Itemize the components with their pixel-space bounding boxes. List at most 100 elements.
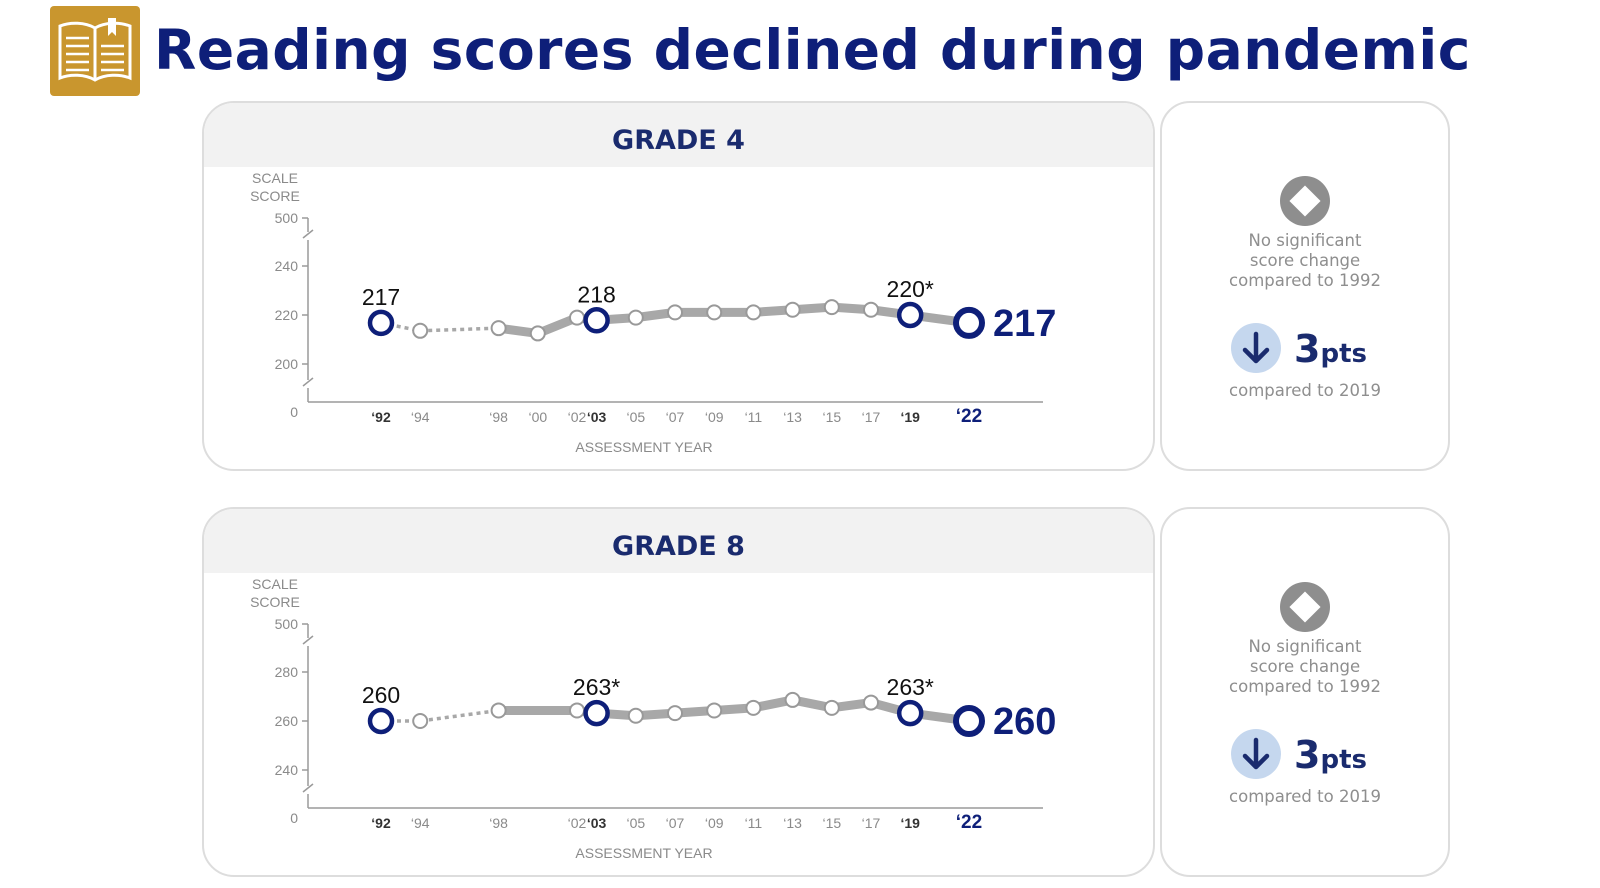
y-tick-label: 500	[275, 210, 299, 226]
data-point	[863, 694, 879, 711]
x-tick-label: ‘05	[626, 409, 645, 425]
highlight-point	[367, 707, 395, 735]
y-tick-label: 280	[275, 664, 299, 680]
data-point	[863, 301, 879, 318]
data-label: 218	[577, 281, 615, 307]
highlight-point	[583, 699, 610, 727]
down-arrow-icon	[1231, 729, 1281, 779]
axis-break-mark	[302, 635, 314, 645]
x-tick-label: ‘11	[745, 409, 763, 425]
diamond-icon	[1280, 176, 1330, 226]
x-tick-label: ‘11	[745, 815, 763, 831]
data-point	[784, 301, 801, 318]
grade-8-chart-panel: GRADE 8 SCALE SCORE 500 280 260 240 0 ‘92 ‘94 ‘98…	[202, 507, 1155, 877]
final-value-label: 260	[993, 701, 1056, 743]
score-change: 3pts	[1294, 733, 1367, 777]
y-tick-label: 0	[290, 404, 298, 420]
data-point	[412, 322, 429, 339]
data-label: 217	[362, 284, 400, 310]
y-axis-title: SCALE	[252, 170, 298, 186]
data-label: 220*	[887, 276, 934, 302]
y-tick-label: 500	[275, 616, 299, 632]
data-point	[706, 702, 723, 719]
data-point	[529, 325, 546, 342]
trend-line-dotted	[380, 321, 499, 333]
change-number: 3	[1294, 733, 1321, 777]
x-tick-label: ‘07	[666, 409, 685, 425]
axis-break-mark	[302, 377, 314, 387]
highlight-point	[953, 705, 985, 737]
data-point	[569, 702, 585, 719]
data-point	[745, 304, 762, 321]
grade-8-line-chart: SCALE SCORE 500 280 260 240 0 ‘92 ‘94 ‘98 ‘02 ‘03 ‘0…	[250, 576, 1056, 861]
y-axis-title: SCORE	[250, 188, 300, 204]
data-point	[627, 309, 644, 326]
data-point	[823, 699, 840, 716]
y-axis-title: SCALE	[252, 576, 298, 592]
x-tick-label: ‘19	[900, 815, 920, 831]
no-change-text: No significant score change compared to …	[1229, 637, 1381, 696]
x-tick-label: ‘92	[371, 409, 391, 425]
data-label: 263*	[573, 674, 620, 700]
data-point	[627, 707, 644, 724]
final-value-label: 217	[993, 303, 1056, 345]
x-tick-label: ‘98	[489, 409, 508, 425]
data-point	[706, 304, 723, 321]
x-tick-label: ‘15	[822, 409, 841, 425]
data-point	[823, 299, 840, 316]
y-tick-label: 0	[290, 810, 298, 826]
x-tick-label: ‘02	[568, 409, 587, 425]
data-point	[490, 702, 507, 719]
x-tick-label: ‘22	[956, 406, 982, 427]
data-point	[569, 309, 585, 326]
axis-break-mark	[302, 229, 314, 239]
x-tick-label: ‘09	[705, 409, 724, 425]
highlight-point	[953, 306, 985, 339]
x-tick-label: ‘03	[587, 409, 607, 425]
data-point	[667, 304, 683, 321]
y-tick-label: 260	[275, 713, 299, 729]
x-tick-label: ‘05	[626, 815, 645, 831]
change-unit: pts	[1320, 339, 1367, 369]
open-book-icon	[50, 6, 140, 96]
grade-4-summary: No significant score change compared to …	[1160, 101, 1450, 471]
grade-4-title: GRADE 4	[612, 125, 745, 156]
change-number: 3	[1294, 327, 1321, 371]
x-tick-label: ‘07	[666, 815, 685, 831]
x-tick-label: ‘13	[783, 815, 802, 831]
y-tick-label: 200	[275, 356, 299, 372]
x-tick-label: ‘15	[822, 815, 841, 831]
data-point	[412, 713, 429, 729]
x-tick-label: ‘19	[900, 409, 920, 425]
x-axis-title: ASSESSMENT YEAR	[575, 439, 712, 455]
x-tick-label: ‘94	[411, 815, 430, 831]
x-tick-label: ‘17	[862, 815, 881, 831]
trend-line-dotted	[381, 708, 499, 723]
score-change: 3pts	[1294, 327, 1367, 371]
compared-text: compared to 2019	[1229, 787, 1381, 806]
highlight-point	[896, 301, 924, 329]
data-point	[667, 705, 683, 722]
grade-4-chart-panel: GRADE 4 SCALE SCORE 500 240 220 200 0 ‘92 ‘94 ‘98…	[202, 101, 1155, 471]
x-tick-label: ‘13	[783, 409, 802, 425]
x-tick-label: ‘17	[862, 409, 881, 425]
data-label: 263*	[887, 674, 934, 700]
highlight-point	[583, 307, 610, 334]
x-tick-label: ‘92	[371, 815, 391, 831]
page-title: Reading scores declined during pandemic	[154, 18, 1471, 82]
x-tick-label: ‘98	[489, 815, 508, 831]
x-tick-label: ‘03	[587, 815, 607, 831]
diamond-icon	[1280, 582, 1330, 632]
x-tick-label: ‘94	[411, 409, 430, 425]
data-point	[784, 691, 801, 708]
data-point	[490, 320, 507, 337]
highlight-point	[896, 699, 924, 727]
x-tick-label: ‘00	[528, 409, 547, 425]
panel-header	[204, 103, 1153, 167]
y-tick-label: 240	[275, 258, 299, 274]
axis-break-mark	[302, 783, 314, 793]
y-axis-title: SCORE	[250, 594, 300, 610]
grade-8-summary: No significant score change compared to …	[1160, 507, 1450, 877]
x-tick-label: ‘02	[568, 815, 587, 831]
x-tick-label: ‘09	[705, 815, 724, 831]
